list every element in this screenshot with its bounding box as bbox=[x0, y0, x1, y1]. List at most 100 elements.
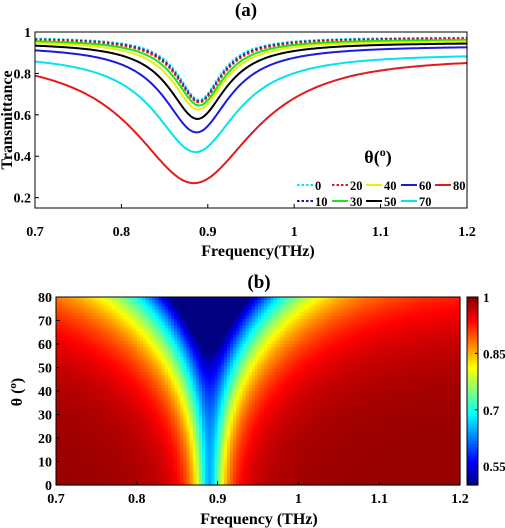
heatmap-cell bbox=[304, 369, 309, 373]
heatmap-cell bbox=[242, 331, 247, 336]
heatmap-cell bbox=[202, 466, 206, 470]
heatmap-cell bbox=[202, 300, 206, 304]
heatmap-cell bbox=[270, 406, 275, 411]
heatmap-cell bbox=[276, 350, 281, 354]
heatmap-cell bbox=[248, 381, 253, 386]
heatmap-cell bbox=[90, 337, 94, 342]
heatmap-cell bbox=[230, 384, 234, 389]
heatmap-cell bbox=[164, 387, 169, 392]
heatmap-cell bbox=[65, 428, 70, 433]
heatmap-cell bbox=[180, 438, 185, 442]
heatmap-cell bbox=[83, 459, 88, 464]
heatmap-cell bbox=[223, 469, 228, 474]
heatmap-cell bbox=[62, 481, 66, 486]
heatmap-cell bbox=[189, 344, 194, 348]
heatmap-cell bbox=[139, 444, 144, 448]
heatmap-cell bbox=[226, 297, 231, 301]
heatmap-cell bbox=[149, 438, 153, 442]
heatmap-cell bbox=[307, 318, 312, 323]
heatmap-cell bbox=[273, 481, 278, 486]
heatmap-cell bbox=[267, 328, 272, 333]
heatmap-cell bbox=[233, 444, 237, 448]
heatmap-cell bbox=[285, 350, 290, 354]
heatmap-cell bbox=[170, 456, 175, 461]
heatmap-cell bbox=[202, 315, 206, 320]
heatmap-cell bbox=[226, 447, 231, 452]
heatmap-cell bbox=[71, 375, 76, 380]
heatmap-cell bbox=[202, 463, 206, 467]
heatmap-cell bbox=[77, 303, 82, 307]
heatmap-cell bbox=[167, 331, 172, 336]
heatmap-cell bbox=[211, 450, 216, 455]
heatmap-cell bbox=[164, 422, 169, 427]
heatmap-cell bbox=[105, 309, 110, 314]
heatmap-cell bbox=[236, 406, 240, 411]
heatmap-cell bbox=[143, 372, 147, 376]
heatmap-cell bbox=[74, 422, 79, 427]
heatmap-cell bbox=[155, 378, 160, 383]
heatmap-cell bbox=[74, 340, 79, 345]
heatmap-cell bbox=[239, 322, 244, 326]
heatmap-cell bbox=[127, 412, 132, 417]
heatmap-cell bbox=[102, 463, 107, 467]
heatmap-cell bbox=[87, 422, 91, 427]
heatmap-cell bbox=[115, 456, 119, 461]
heatmap-cell bbox=[273, 315, 278, 320]
heatmap-cell bbox=[289, 419, 293, 423]
heatmap-cell bbox=[118, 309, 122, 314]
heatmap-cell bbox=[285, 428, 290, 433]
heatmap-cell bbox=[270, 325, 275, 329]
heatmap-cell bbox=[124, 359, 129, 364]
heatmap-cell bbox=[192, 344, 197, 348]
heatmap-cell bbox=[230, 391, 234, 395]
heatmap-cell bbox=[105, 428, 110, 433]
heatmap-cell bbox=[195, 328, 200, 333]
heatmap-cell bbox=[56, 425, 60, 430]
heatmap-cell bbox=[183, 381, 188, 386]
heatmap-cell bbox=[223, 428, 228, 433]
heatmap-cell bbox=[279, 387, 284, 392]
heatmap-cell bbox=[254, 394, 259, 398]
heatmap-cell bbox=[68, 438, 73, 442]
heatmap-cell bbox=[83, 453, 88, 458]
heatmap-cell bbox=[183, 359, 188, 364]
heatmap-cell bbox=[99, 381, 104, 386]
heatmap-cell bbox=[217, 359, 222, 364]
heatmap-cell bbox=[90, 347, 94, 351]
heatmap-cell bbox=[245, 356, 250, 361]
heatmap-cell bbox=[90, 475, 94, 480]
heatmap-cell bbox=[298, 365, 303, 370]
heatmap-cell bbox=[164, 478, 169, 483]
heatmap-cell bbox=[186, 478, 191, 483]
heatmap-cell bbox=[202, 406, 206, 411]
heatmap-cell bbox=[202, 478, 206, 483]
heatmap-cell bbox=[105, 344, 110, 348]
heatmap-cell bbox=[177, 322, 181, 326]
heatmap-cell bbox=[167, 300, 172, 304]
heatmap-cell bbox=[242, 337, 247, 342]
heatmap-cell bbox=[292, 472, 296, 477]
heatmap-cell bbox=[87, 372, 91, 376]
heatmap-cell bbox=[99, 309, 104, 314]
heatmap-cell bbox=[115, 318, 119, 323]
heatmap-cell bbox=[161, 459, 166, 464]
heatmap-cell bbox=[282, 309, 287, 314]
heatmap-cell bbox=[143, 306, 147, 311]
heatmap-cell bbox=[143, 394, 147, 398]
heatmap-cell bbox=[127, 350, 132, 354]
heatmap-cell bbox=[248, 297, 253, 301]
heatmap-cell bbox=[99, 365, 104, 370]
heatmap-cell bbox=[208, 331, 212, 336]
heatmap-cell bbox=[139, 387, 144, 392]
heatmap-cell bbox=[96, 441, 101, 445]
heatmap-cell bbox=[236, 303, 240, 307]
heatmap-cell bbox=[295, 428, 299, 433]
heatmap-cell bbox=[270, 416, 275, 420]
heatmap-cell bbox=[298, 394, 303, 398]
heatmap-cell bbox=[121, 469, 125, 474]
heatmap-cell bbox=[62, 475, 66, 480]
heatmap-cell bbox=[261, 422, 265, 427]
heatmap-cell bbox=[192, 416, 197, 420]
heatmap-cell bbox=[239, 391, 244, 395]
heatmap-cell bbox=[276, 337, 281, 342]
